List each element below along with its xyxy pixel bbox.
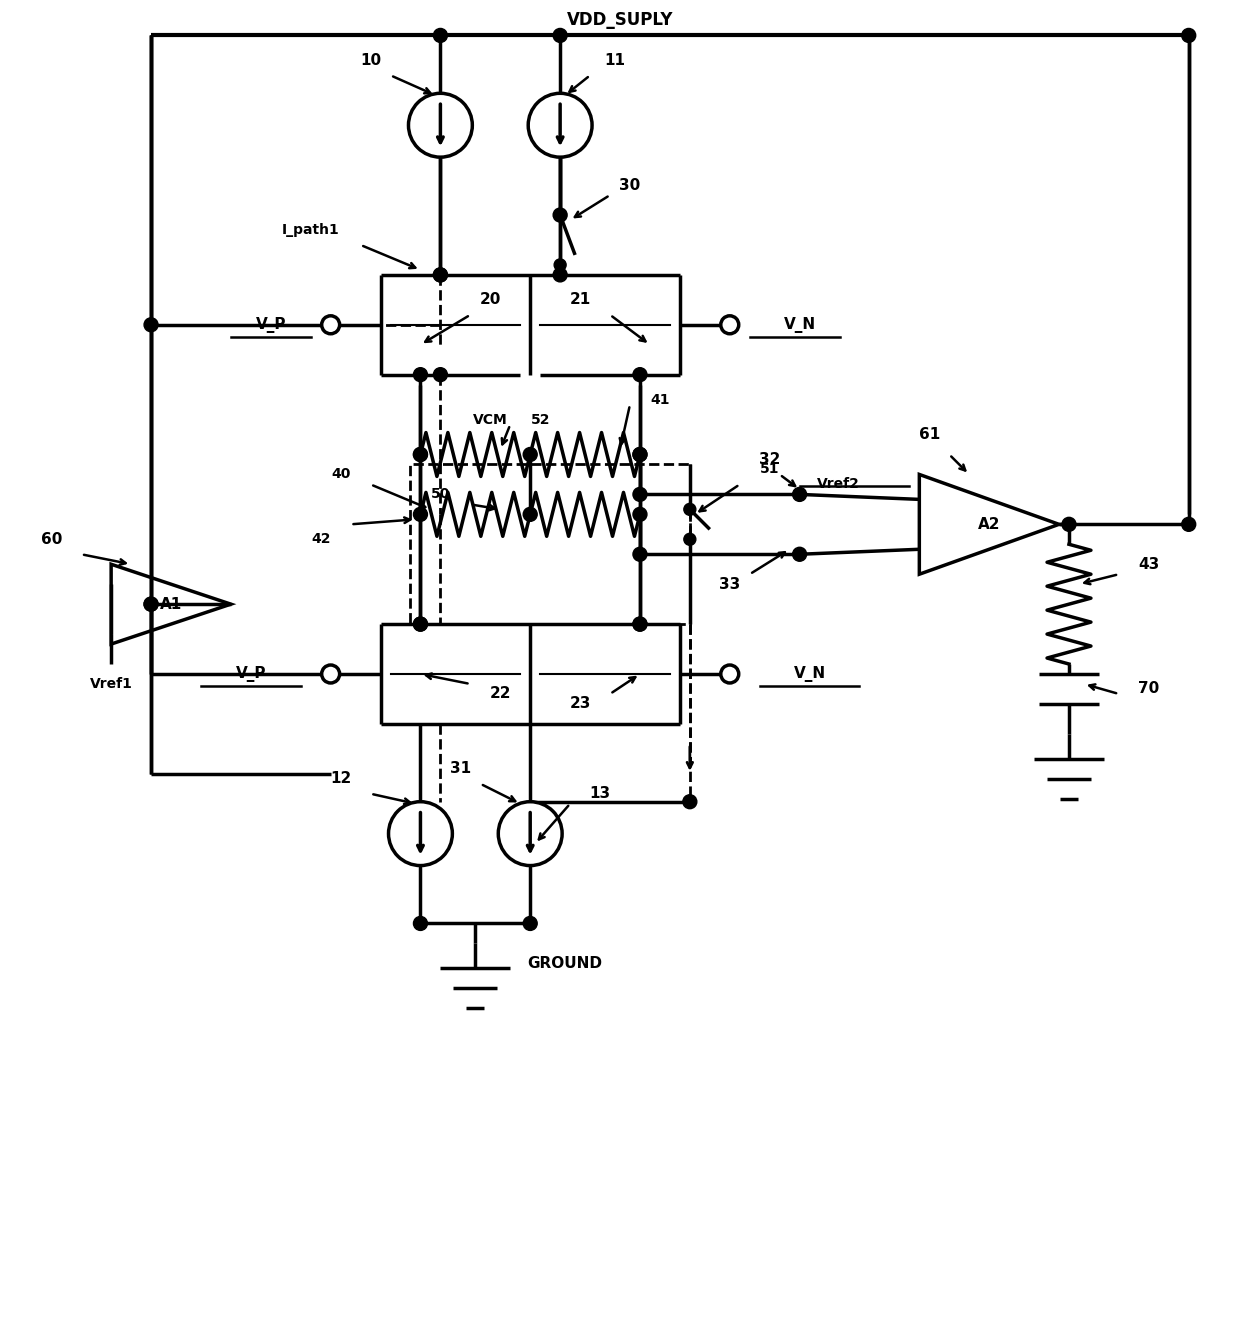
Text: GROUND: GROUND — [528, 956, 603, 970]
Circle shape — [413, 508, 428, 521]
Text: VCM: VCM — [472, 413, 507, 426]
Text: 23: 23 — [569, 696, 590, 711]
Text: V_P: V_P — [236, 667, 267, 681]
Text: 50: 50 — [430, 488, 450, 501]
Circle shape — [683, 794, 697, 809]
Circle shape — [528, 93, 591, 157]
Circle shape — [553, 267, 567, 282]
Circle shape — [632, 368, 647, 382]
Text: Vref1: Vref1 — [89, 677, 133, 691]
Circle shape — [434, 267, 448, 282]
Text: 51: 51 — [760, 462, 780, 477]
Circle shape — [144, 597, 157, 612]
Circle shape — [523, 917, 537, 930]
Text: 13: 13 — [589, 786, 610, 801]
Text: Vref2: Vref2 — [817, 477, 859, 492]
Circle shape — [632, 488, 647, 501]
Text: 40: 40 — [331, 468, 351, 481]
Text: 10: 10 — [360, 52, 381, 69]
Circle shape — [413, 617, 428, 632]
Text: VDD_SUPLY: VDD_SUPLY — [567, 12, 673, 30]
Circle shape — [413, 448, 428, 461]
Circle shape — [554, 259, 567, 271]
Circle shape — [408, 93, 472, 157]
Circle shape — [632, 617, 647, 632]
Circle shape — [554, 210, 567, 220]
Text: 32: 32 — [759, 452, 780, 466]
Text: 70: 70 — [1138, 681, 1159, 696]
Circle shape — [683, 534, 696, 546]
Circle shape — [434, 267, 448, 282]
Text: 52: 52 — [531, 413, 549, 426]
Text: 21: 21 — [569, 293, 590, 308]
Circle shape — [632, 448, 647, 461]
Text: A2: A2 — [978, 517, 1001, 532]
Circle shape — [321, 316, 340, 333]
Text: A1: A1 — [160, 597, 182, 612]
Circle shape — [523, 448, 537, 461]
Circle shape — [792, 547, 806, 562]
Text: V_N: V_N — [794, 667, 826, 681]
Circle shape — [498, 802, 562, 866]
Circle shape — [523, 508, 537, 521]
Text: 22: 22 — [490, 687, 511, 702]
Circle shape — [792, 488, 806, 501]
Text: 33: 33 — [719, 577, 740, 591]
Circle shape — [1061, 517, 1076, 531]
Circle shape — [413, 448, 428, 461]
Text: 20: 20 — [480, 293, 501, 308]
Circle shape — [388, 802, 453, 866]
Bar — [410, 465, 689, 624]
Circle shape — [434, 368, 448, 382]
Circle shape — [683, 504, 696, 515]
Circle shape — [632, 508, 647, 521]
Circle shape — [632, 547, 647, 562]
Circle shape — [720, 665, 739, 683]
Text: 43: 43 — [1138, 556, 1159, 571]
Circle shape — [1182, 517, 1195, 531]
Text: V_P: V_P — [255, 317, 286, 333]
Text: 41: 41 — [650, 392, 670, 407]
Text: 30: 30 — [619, 177, 641, 192]
Text: 11: 11 — [605, 52, 625, 69]
Circle shape — [1182, 28, 1195, 43]
Circle shape — [413, 368, 428, 382]
Text: I_path1: I_path1 — [281, 223, 340, 237]
Circle shape — [434, 28, 448, 43]
Text: 60: 60 — [41, 532, 62, 547]
Circle shape — [321, 665, 340, 683]
Circle shape — [553, 208, 567, 222]
Text: 12: 12 — [330, 771, 351, 786]
Text: 42: 42 — [311, 532, 330, 546]
Circle shape — [413, 917, 428, 930]
Text: 61: 61 — [919, 427, 940, 442]
Circle shape — [144, 317, 157, 332]
Circle shape — [144, 597, 157, 612]
Circle shape — [413, 617, 428, 632]
Circle shape — [553, 28, 567, 43]
Text: V_N: V_N — [784, 317, 816, 333]
Circle shape — [632, 617, 647, 632]
Circle shape — [720, 316, 739, 333]
Text: 31: 31 — [450, 761, 471, 777]
Circle shape — [632, 448, 647, 461]
